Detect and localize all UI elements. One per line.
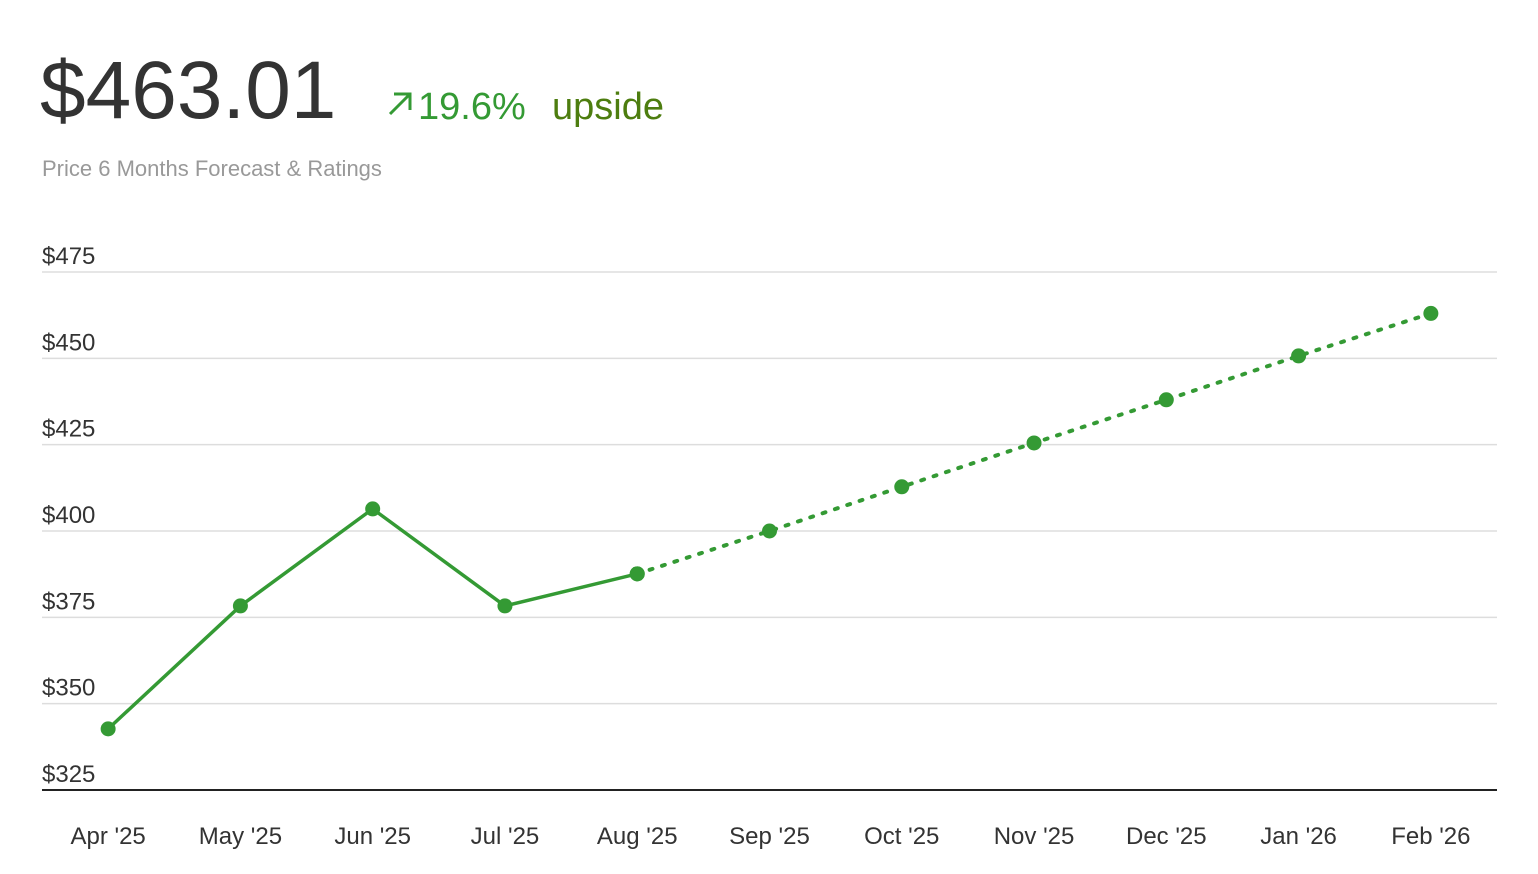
x-tick-label: Aug '25 — [597, 823, 678, 850]
price: $463.01 — [40, 45, 336, 136]
point — [497, 598, 513, 614]
point — [1423, 305, 1439, 321]
x-tick-label: Jul '25 — [471, 823, 540, 850]
x-tick-label: Sep '25 — [729, 823, 810, 850]
point — [762, 523, 777, 539]
x-tick-label: Feb '26 — [1391, 823, 1470, 850]
up-arrow — [388, 92, 412, 116]
x-tick-label: Dec '25 — [1126, 823, 1207, 850]
x-tick-label: Nov '25 — [994, 823, 1075, 850]
point — [365, 501, 381, 517]
point — [1291, 348, 1307, 364]
point — [1026, 435, 1042, 451]
y-tick-label: $350 — [42, 675, 95, 702]
point — [232, 598, 248, 614]
x-tick-label: Apr '25 — [70, 823, 145, 850]
point — [1158, 392, 1174, 408]
y-tick-label: $325 — [42, 761, 95, 788]
point — [894, 479, 910, 495]
y-tick-label: $425 — [42, 416, 95, 443]
subtitle: Price 6 Months Forecast & Ratings — [42, 156, 382, 181]
point — [629, 566, 645, 582]
change-label: upside — [552, 86, 664, 128]
y-tick-label: $475 — [42, 243, 95, 270]
x-tick-label: May '25 — [199, 823, 282, 850]
line — [106, 507, 639, 731]
x-tick-label: Jun '25 — [334, 823, 411, 850]
y-tick-label: $400 — [42, 502, 95, 529]
x-tick-label: Oct '25 — [864, 823, 939, 850]
y-tick-label: $450 — [42, 329, 95, 356]
y-tick-label: $375 — [42, 588, 95, 615]
point — [100, 721, 116, 737]
x-tick-label: Jan '26 — [1260, 823, 1337, 850]
change: 19.6% — [418, 86, 526, 128]
